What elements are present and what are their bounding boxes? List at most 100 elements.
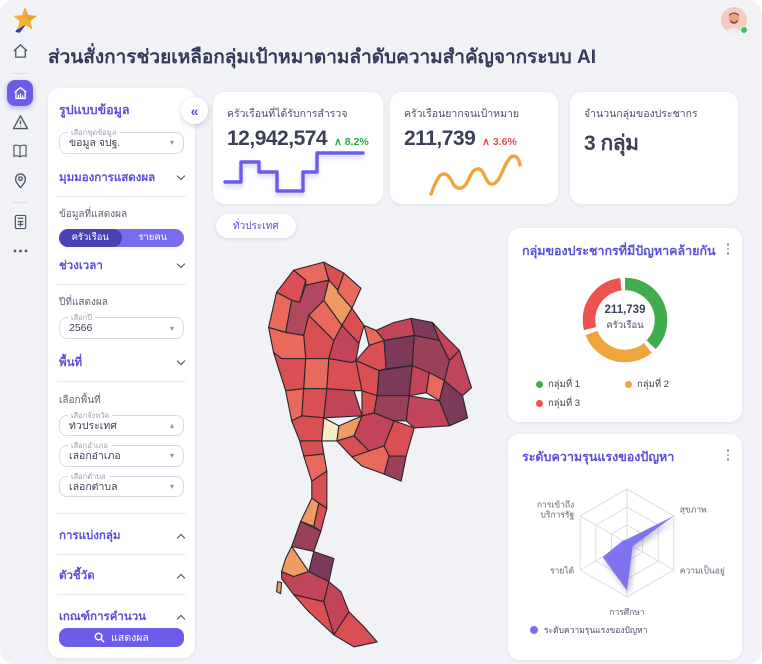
section-grouping[interactable]: การแบ่งกลุ่ม — [59, 527, 186, 545]
online-status-dot — [740, 26, 748, 34]
show-results-button[interactable]: แสดงผล — [59, 628, 184, 648]
section-view-mode[interactable]: มุมมองการแสดงผล — [59, 169, 186, 187]
map-province[interactable] — [333, 611, 378, 648]
radar-spoke — [579, 515, 628, 544]
map-province[interactable] — [303, 358, 330, 390]
section-time[interactable]: ช่วงเวลา — [59, 257, 186, 275]
dataset-select[interactable]: เลือกชุดข้อมูล ข้อมูล จปฐ. ▾ — [59, 127, 184, 154]
divider — [57, 513, 186, 514]
divider — [57, 195, 186, 197]
stat-label: ครัวเรือนยากจนเป้าหมาย — [404, 108, 520, 120]
alerts-icon[interactable] — [7, 109, 33, 135]
chevron-up-icon — [176, 574, 186, 583]
map-province[interactable] — [383, 334, 415, 370]
stat-card-surveyed: ครัวเรือนที่ได้รับการสำรวจ 12,942,574 ∧ … — [213, 92, 383, 204]
donut-center-label: ครัวเรือน — [606, 320, 644, 331]
map-province[interactable] — [276, 269, 307, 303]
location-pin-icon[interactable] — [7, 167, 33, 193]
divider — [57, 553, 186, 555]
map-province[interactable] — [281, 545, 310, 578]
stat-delta: ∧ 3.6% — [482, 136, 517, 148]
map-province[interactable] — [323, 581, 350, 636]
district-select[interactable]: เลือกอำเภอ เลือกอำเภอ ▾ — [59, 440, 184, 467]
radar-axis-label: การศึกษา — [609, 607, 644, 617]
year-select[interactable]: เลือกปี 2566 ▾ — [59, 312, 184, 339]
map-province[interactable] — [443, 349, 473, 397]
delta-value: 8.2% — [344, 136, 369, 148]
caret-down-icon: ▾ — [169, 323, 174, 333]
donut-segment[interactable] — [582, 277, 668, 363]
toggle-household[interactable]: ครัวเรือน — [59, 229, 122, 247]
thailand-choropleth-map[interactable] — [227, 240, 493, 660]
reports-icon[interactable] — [7, 138, 33, 164]
dataset-select-value: ข้อมูล จปฐ. — [69, 137, 121, 150]
donut-card-title: กลุ่มของประชากรที่มีปัญหาคล้ายกัน — [522, 244, 716, 258]
caret-down-icon: ▾ — [169, 481, 174, 491]
delta-value: 3.6% — [492, 136, 517, 148]
year-select-value: 2566 — [69, 322, 93, 335]
dashboard-icon-active[interactable] — [7, 80, 33, 106]
radar-data-polygon — [602, 516, 674, 591]
section-indicators[interactable]: ตัวชี้วัด — [59, 567, 186, 585]
stat-value: 12,942,574 — [227, 127, 328, 150]
map-province[interactable] — [438, 380, 469, 427]
kebab-menu-icon[interactable] — [725, 241, 732, 257]
legend-label: กลุ่มที่ 1 — [548, 379, 581, 390]
province-select[interactable]: เลือกจังหวัด ทั่วประเทศ ▴ — [59, 409, 184, 437]
area-label: เลือกพื้นที่ — [59, 394, 101, 406]
show-results-label: แสดงผล — [111, 632, 149, 645]
legend-item: กลุ่มที่ 1 — [536, 377, 625, 392]
chevron-up-icon — [176, 614, 186, 624]
subdistrict-select-value: เลือกตำบล — [69, 480, 118, 493]
home-icon[interactable] — [7, 38, 33, 64]
panel-collapse-button[interactable]: « — [181, 97, 208, 124]
map-province[interactable] — [405, 395, 450, 429]
stat-value: 211,739 — [404, 127, 476, 150]
toggle-person[interactable]: รายคน — [138, 232, 168, 244]
map-province[interactable] — [383, 420, 415, 457]
donut-legend: กลุ่มที่ 1 กลุ่มที่ 2 กลุ่มที่ 3 — [522, 374, 728, 411]
donut-segment[interactable] — [582, 277, 668, 363]
subdistrict-select-label: เลือกตำบล — [68, 470, 109, 483]
map-province[interactable] — [321, 417, 340, 442]
more-icon[interactable] — [7, 238, 33, 264]
year-label: ปีที่แสดงผล — [59, 297, 108, 309]
map-province[interactable] — [273, 351, 307, 392]
legend-label: กลุ่มที่ 2 — [637, 379, 670, 390]
delta-up-icon: ∧ — [482, 136, 490, 148]
legend-item: กลุ่มที่ 3 — [536, 396, 625, 411]
section-criteria[interactable]: เกณฑ์การคำนวน — [59, 608, 186, 626]
radar-axis-label: การเข้าถึงบริการรัฐ — [537, 500, 575, 521]
legend-label: ระดับความรุนแรงของปัญหา — [544, 625, 648, 635]
region-chip[interactable]: ทั่วประเทศ — [216, 214, 296, 238]
kebab-menu-icon[interactable] — [725, 447, 732, 463]
stat-delta: ∧ 8.2% — [334, 136, 369, 148]
map-province[interactable] — [291, 415, 325, 442]
year-select-label: เลือกปี — [68, 312, 95, 325]
stat-label: ครัวเรือนที่ได้รับการสำรวจ — [227, 108, 348, 120]
subdistrict-select[interactable]: เลือกตำบล เลือกตำบล ▾ — [59, 470, 184, 498]
donut-center-value: 211,739 — [604, 304, 646, 316]
map-province[interactable] — [373, 395, 410, 422]
donut-segment[interactable] — [582, 277, 668, 363]
map-province[interactable] — [301, 388, 328, 419]
rail-divider — [12, 73, 28, 74]
caret-down-icon: ▾ — [169, 451, 174, 461]
filter-panel: « รูปแบบข้อมูล เลือกชุดข้อมูล ข้อมูล จปฐ… — [48, 88, 208, 658]
calculator-icon[interactable] — [7, 209, 33, 235]
chevron-down-icon — [176, 260, 186, 269]
section-area[interactable]: พื้นที่ — [59, 354, 186, 372]
page-title: ส่วนสั่งการช่วยเหลือกลุ่มเป้าหมาตามลำดับ… — [48, 47, 596, 68]
legend-dot — [536, 400, 543, 407]
district-select-label: เลือกอำเภอ — [68, 440, 111, 453]
map-province[interactable] — [299, 440, 325, 457]
chevron-up-icon — [176, 533, 186, 543]
display-data-label: ข้อมูลที่แสดงผล — [59, 209, 128, 221]
map-province[interactable] — [276, 581, 283, 595]
divider — [57, 594, 186, 596]
map-province[interactable] — [323, 388, 363, 419]
map-province[interactable] — [376, 365, 413, 397]
map-province[interactable] — [383, 455, 407, 482]
section-title: พื้นที่ — [59, 356, 83, 369]
